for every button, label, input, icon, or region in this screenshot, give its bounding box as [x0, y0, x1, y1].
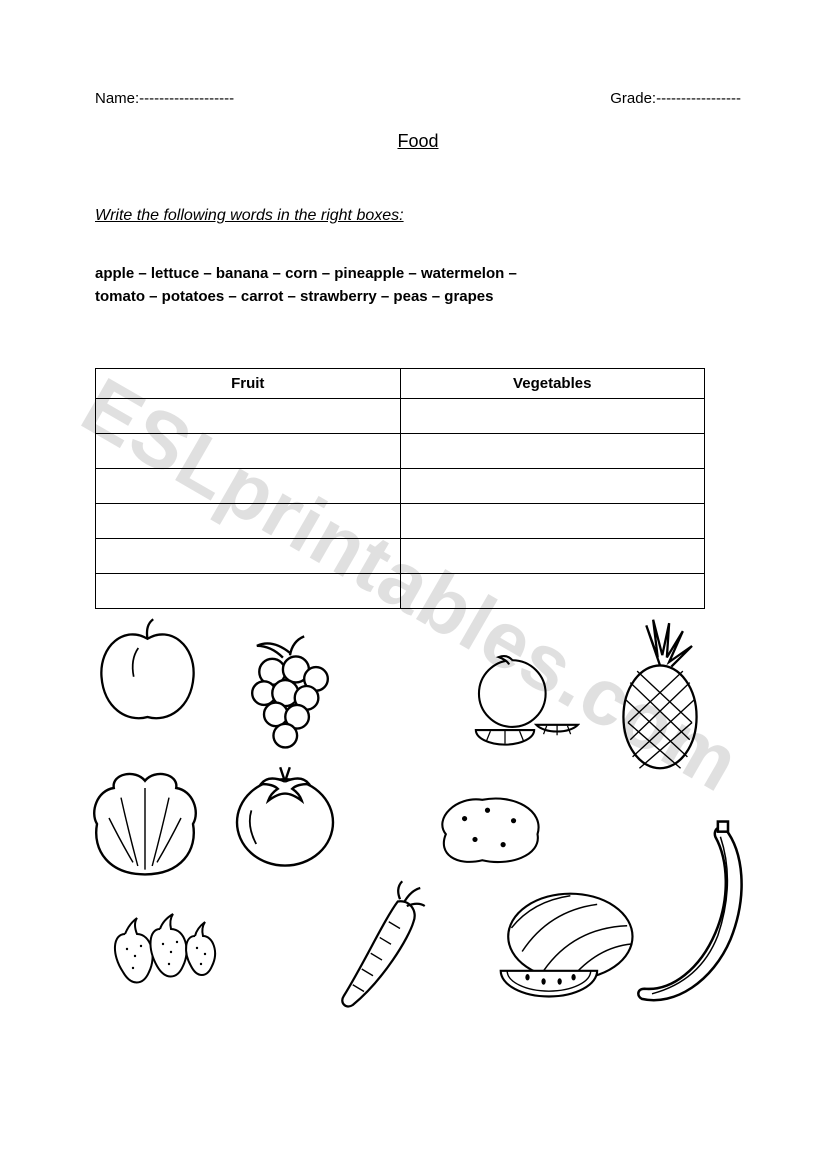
- cell-fruit[interactable]: [96, 434, 401, 469]
- table-row: [96, 434, 705, 469]
- table-row: [96, 574, 705, 609]
- header-row: Name:------------------- Grade:---------…: [95, 90, 741, 107]
- cell-vegetable[interactable]: [400, 469, 705, 504]
- illustrations-area: [95, 619, 741, 1039]
- cell-vegetable[interactable]: [400, 504, 705, 539]
- pineapple-icon: [600, 614, 720, 774]
- wordbank-line: tomato – potatoes – carrot – strawberry …: [95, 286, 741, 309]
- table-row: [96, 399, 705, 434]
- watermelon-icon: [490, 884, 640, 1004]
- apple-icon: [90, 611, 205, 731]
- cell-vegetable[interactable]: [400, 399, 705, 434]
- grapes-icon: [230, 634, 350, 764]
- classification-table: Fruit Vegetables: [95, 368, 705, 609]
- cell-vegetable[interactable]: [400, 539, 705, 574]
- cell-fruit[interactable]: [96, 574, 401, 609]
- cell-vegetable[interactable]: [400, 434, 705, 469]
- cell-fruit[interactable]: [96, 504, 401, 539]
- cell-fruit[interactable]: [96, 539, 401, 574]
- banana-icon: [625, 819, 755, 1009]
- word-bank: apple – lettuce – banana – corn – pineap…: [95, 263, 741, 308]
- name-field-label: Name:-------------------: [95, 90, 234, 107]
- col-header-vegetables: Vegetables: [400, 369, 705, 399]
- wordbank-line: apple – lettuce – banana – corn – pineap…: [95, 263, 741, 286]
- potato-icon: [425, 784, 550, 874]
- col-header-fruit: Fruit: [96, 369, 401, 399]
- carrot-icon: [320, 879, 435, 1014]
- cell-fruit[interactable]: [96, 469, 401, 504]
- cell-vegetable[interactable]: [400, 574, 705, 609]
- instruction-text: Write the following words in the right b…: [95, 207, 741, 225]
- table-header-row: Fruit Vegetables: [96, 369, 705, 399]
- strawberry-icon: [105, 889, 225, 999]
- lettuce-icon: [85, 764, 205, 884]
- table-body: [96, 399, 705, 609]
- cell-fruit[interactable]: [96, 399, 401, 434]
- tomato-icon: [225, 759, 345, 869]
- grade-field-label: Grade:-----------------: [610, 90, 741, 107]
- page-title: Food: [95, 131, 741, 152]
- table-row: [96, 504, 705, 539]
- orange-icon: [455, 649, 580, 759]
- table-row: [96, 469, 705, 504]
- table-row: [96, 539, 705, 574]
